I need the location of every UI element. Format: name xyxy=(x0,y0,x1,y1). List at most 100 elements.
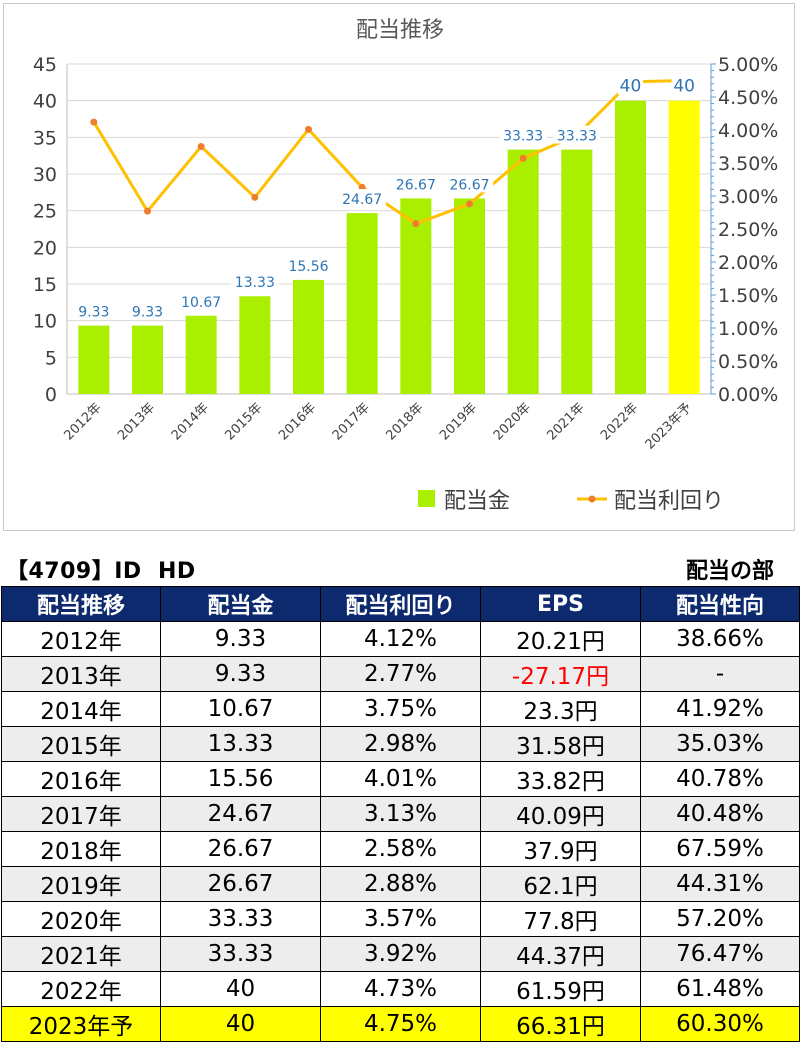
cell-payout: 44.31% xyxy=(640,866,800,902)
cell-payout: 57.20% xyxy=(640,901,800,937)
cell-year: 2023年予 xyxy=(1,1006,161,1042)
cell-dividend: 26.67 xyxy=(160,831,321,867)
x-tick-label: 2013年 xyxy=(115,400,158,443)
cell-dividend: 10.67 xyxy=(160,691,321,727)
cell-yield: 2.88% xyxy=(320,866,481,902)
chart-container: 配当推移 0 5 10 15 20 25 30 35 40 45 0.00% 0.50% 1.00% 1.5… xyxy=(3,3,795,531)
cell-dividend: 24.67 xyxy=(160,796,321,832)
table-row: 2017年 24.67 3.13% 40.09円 40.48% xyxy=(1,796,800,832)
bar xyxy=(239,296,271,394)
x-tick-label: 2015年 xyxy=(222,400,265,443)
header-payout: 配当性向 xyxy=(640,586,800,622)
bar xyxy=(507,149,539,394)
table-row: 2015年 13.33 2.98% 31.58円 35.03% xyxy=(1,726,800,762)
table-body: 2012年 9.33 4.12% 20.21円 38.66% 2013年 9.33 2.77%… xyxy=(1,621,800,1042)
y2-tick-label: 2.50% xyxy=(718,219,778,241)
bar xyxy=(615,100,646,395)
yield-marker xyxy=(251,193,259,201)
bar-data-label: 15.56 xyxy=(288,259,328,275)
data-label-bg xyxy=(284,255,333,274)
y2-tick-label: 1.00% xyxy=(718,318,778,340)
table-row: 2020年 33.33 3.57% 77.8円 57.20% xyxy=(1,901,800,937)
cell-year: 2012年 xyxy=(1,621,161,657)
cell-year: 2017年 xyxy=(1,796,161,832)
cell-payout: 35.03% xyxy=(640,726,800,762)
data-label-bg xyxy=(338,189,386,208)
cell-dividend: 40 xyxy=(160,971,321,1007)
yield-line xyxy=(92,79,685,226)
cell-yield: 4.75% xyxy=(320,1006,481,1042)
cell-year: 2018年 xyxy=(1,831,161,867)
cell-yield: 4.73% xyxy=(320,971,481,1007)
table-row: 2012年 9.33 4.12% 20.21円 38.66% xyxy=(1,621,800,657)
y2-tick-label: 1.50% xyxy=(718,285,778,307)
bar-data-label: 33.33 xyxy=(557,129,597,145)
x-tick-label: 2016年 xyxy=(276,400,319,443)
yield-marker xyxy=(197,143,205,150)
data-label-bg xyxy=(392,174,440,193)
cell-eps: 20.21円 xyxy=(480,621,641,657)
legend-label-dividend: 配当金 xyxy=(444,489,510,514)
dividend-table: 配当推移 配当金 配当利回り EPS 配当性向 2012年 9.33 4.12% 20… xyxy=(1,586,800,1042)
y-tick-label: 30 xyxy=(33,164,57,186)
y-tick-label: 20 xyxy=(33,237,57,259)
cell-year: 2013年 xyxy=(1,656,161,692)
data-label-bg xyxy=(671,73,697,95)
data-label-bg xyxy=(128,301,167,320)
cell-yield: 2.98% xyxy=(320,726,481,762)
cell-yield: 2.77% xyxy=(320,656,481,692)
y2-tick-label: 0.00% xyxy=(718,384,778,406)
table-row: 2014年 10.67 3.75% 23.3円 41.92% xyxy=(1,691,800,727)
header-yield: 配当利回り xyxy=(320,586,481,622)
data-label-bg xyxy=(445,174,494,193)
table-row: 2018年 26.67 2.58% 37.9円 67.59% xyxy=(1,831,800,867)
cell-eps: 44.37円 xyxy=(480,936,641,972)
cell-payout: 41.92% xyxy=(640,691,800,727)
cell-year: 2014年 xyxy=(1,691,161,727)
yield-marker xyxy=(305,125,312,133)
chart-title: 配当推移 xyxy=(356,18,444,43)
cell-eps: 62.1円 xyxy=(480,866,641,902)
cell-dividend: 40 xyxy=(160,1006,321,1042)
bar-data-label: 24.67 xyxy=(342,192,382,208)
cell-year: 2019年 xyxy=(1,866,161,902)
section-label: 配当の部 xyxy=(685,559,774,584)
y2-tick-label: 3.50% xyxy=(718,153,778,175)
y-tick-label: 45 xyxy=(33,54,57,76)
cell-eps: 33.82円 xyxy=(480,761,641,797)
cell-eps: 23.3円 xyxy=(480,691,641,727)
cell-yield: 2.58% xyxy=(320,831,481,867)
stock-code: 【4709】ID xyxy=(6,559,142,584)
data-label-bg xyxy=(553,125,601,144)
bar xyxy=(668,100,700,395)
y2-tick-label: 4.00% xyxy=(718,120,778,142)
stock-code-label: 【4709】ID HD xyxy=(6,553,196,585)
cell-dividend: 15.56 xyxy=(160,761,321,797)
bar xyxy=(185,315,217,394)
y-tick-label: 35 xyxy=(33,127,57,149)
cell-payout: 40.78% xyxy=(640,761,800,797)
bar-data-label: 26.67 xyxy=(396,177,436,193)
cell-dividend: 13.33 xyxy=(160,726,321,762)
cell-yield: 4.01% xyxy=(320,761,481,797)
cell-year: 2016年 xyxy=(1,761,161,797)
y2-tick-label: 2.00% xyxy=(718,252,778,274)
table-row: 2016年 15.56 4.01% 33.82円 40.78% xyxy=(1,761,800,797)
yield-marker xyxy=(519,154,527,162)
data-label-bg xyxy=(177,291,225,310)
bar-data-label: 26.67 xyxy=(449,177,489,193)
cell-dividend: 26.67 xyxy=(160,866,321,902)
x-tick-label: 2018年 xyxy=(383,400,426,443)
yield-marker xyxy=(90,118,98,126)
table-row: 2022年 40 4.73% 61.59円 61.48% xyxy=(1,971,800,1007)
cell-year: 2022年 xyxy=(1,971,161,1007)
bar-data-label: 9.33 xyxy=(132,305,163,321)
cell-eps: 61.59円 xyxy=(480,971,641,1007)
yield-marker xyxy=(466,200,473,208)
x-tick-label: 2023年予 xyxy=(643,400,695,452)
header-year: 配当推移 xyxy=(1,586,161,622)
cell-eps: 37.9円 xyxy=(480,831,641,867)
bar xyxy=(561,149,593,394)
y2-tick-label: 0.50% xyxy=(718,351,778,373)
cell-payout: 40.48% xyxy=(640,796,800,832)
